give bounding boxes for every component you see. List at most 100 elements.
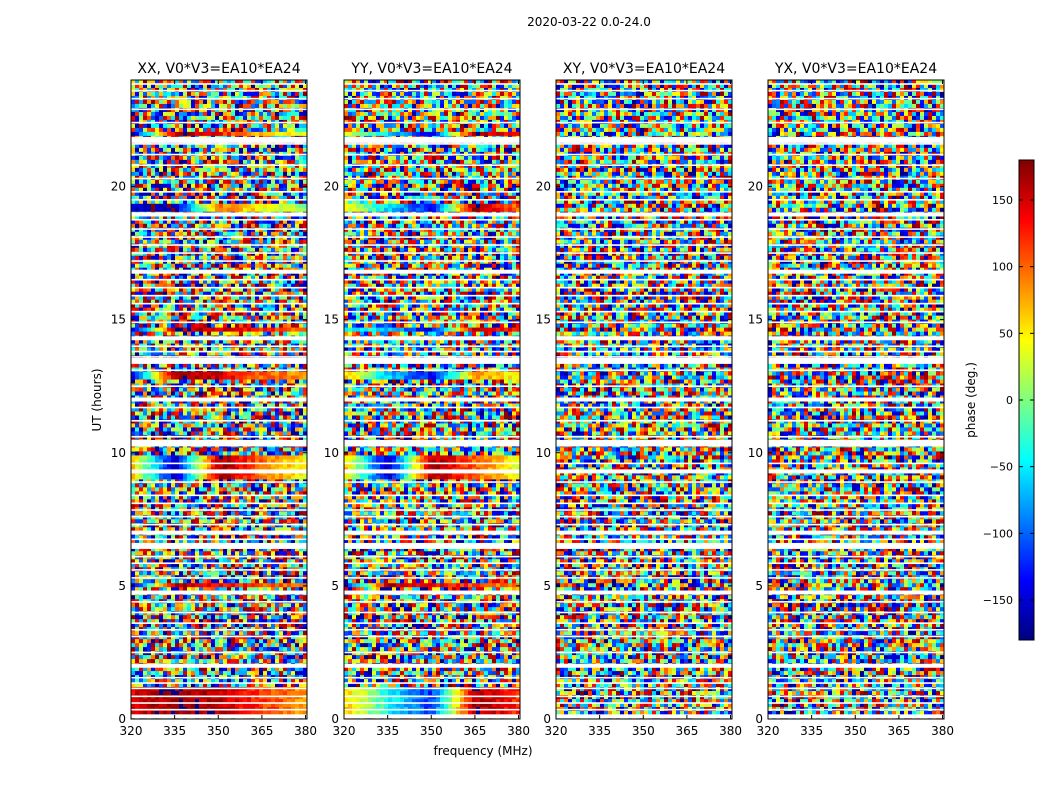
heatmap-cell — [187, 160, 191, 164]
heatmap-cell — [167, 92, 171, 96]
heatmap-cell — [179, 124, 183, 128]
heatmap-cell — [235, 124, 239, 128]
heatmap-cell — [183, 132, 187, 136]
heatmap-cell — [295, 156, 299, 160]
heatmap-cell — [271, 104, 275, 108]
heatmap-cell — [211, 128, 215, 132]
heatmap-cell — [211, 104, 215, 108]
heatmap-cell — [275, 184, 279, 188]
heatmap-cell — [275, 92, 279, 96]
heatmap-cell — [191, 160, 195, 164]
heatmap-cell — [239, 156, 243, 160]
heatmap-cell — [203, 148, 207, 152]
heatmap-cell — [219, 92, 223, 96]
heatmap-cell — [279, 204, 283, 208]
heatmap-cell — [147, 128, 151, 132]
heatmap-cell — [207, 160, 211, 164]
heatmap-cell — [271, 204, 275, 208]
heatmap-cell — [155, 204, 159, 208]
heatmap-cell — [187, 124, 191, 128]
heatmap-cell — [155, 128, 159, 132]
heatmap-cell — [223, 156, 227, 160]
heatmap-cell — [271, 100, 275, 104]
heatmap-cell — [259, 148, 263, 152]
heatmap-cell — [247, 116, 251, 120]
heatmap-cell — [239, 112, 243, 116]
heatmap-cell — [159, 116, 163, 120]
heatmap-cell — [175, 160, 179, 164]
heatmap-cell — [239, 100, 243, 104]
heatmap-cell — [131, 168, 135, 172]
heatmap-cell — [211, 156, 215, 160]
heatmap-cell — [263, 92, 267, 96]
heatmap-cell — [195, 104, 199, 108]
heatmap-cell — [231, 204, 235, 208]
heatmap-cell — [243, 172, 247, 176]
heatmap-cell — [195, 168, 199, 172]
heatmap-cell — [223, 124, 227, 128]
heatmap-cell — [299, 204, 303, 208]
heatmap-cell — [203, 100, 207, 104]
heatmap-cell — [263, 184, 267, 188]
heatmap-cell — [279, 132, 283, 136]
heatmap-cell — [291, 124, 295, 128]
heatmap-cell — [179, 128, 183, 132]
heatmap-cell — [215, 104, 219, 108]
heatmap-cell — [183, 124, 187, 128]
heatmap-cell — [267, 112, 271, 116]
heatmap-cell — [239, 160, 243, 164]
heatmap-cell — [183, 208, 187, 212]
heatmap-cell — [215, 160, 219, 164]
heatmap-cell — [147, 160, 151, 164]
heatmap-cell — [191, 100, 195, 104]
heatmap-cell — [251, 148, 255, 152]
heatmap-cell — [175, 208, 179, 212]
heatmap-cell — [279, 92, 283, 96]
heatmap-cell — [279, 148, 283, 152]
heatmap-cell — [207, 148, 211, 152]
heatmap-cell — [287, 156, 291, 160]
heatmap-cell — [251, 160, 255, 164]
heatmap-cell — [131, 124, 135, 128]
heatmap-cell — [255, 148, 259, 152]
heatmap-cell — [263, 180, 267, 184]
heatmap-cell — [167, 204, 171, 208]
heatmap-cell — [227, 132, 231, 136]
heatmap-cell — [247, 208, 251, 212]
heatmap-cell — [299, 92, 303, 96]
heatmap-cell — [275, 168, 279, 172]
heatmap-cell — [251, 156, 255, 160]
heatmap-cell — [231, 160, 235, 164]
heatmap-cell — [235, 128, 239, 132]
heatmap-cell — [227, 168, 231, 172]
heatmap-cell — [243, 204, 247, 208]
heatmap-cell — [171, 116, 175, 120]
heatmap-cell — [167, 172, 171, 176]
heatmap-cell — [275, 156, 279, 160]
heatmap-cell — [159, 172, 163, 176]
heatmap-cell — [243, 112, 247, 116]
heatmap-cell — [247, 180, 251, 184]
heatmap-cell — [287, 128, 291, 132]
heatmap-cell — [207, 172, 211, 176]
heatmap-cell — [159, 112, 163, 116]
heatmap-cell — [255, 124, 259, 128]
heatmap-cell — [191, 128, 195, 132]
heatmap-cell — [267, 116, 271, 120]
heatmap-cell — [299, 148, 303, 152]
heatmap-cell — [227, 128, 231, 132]
heatmap-cell — [183, 160, 187, 164]
heatmap-cell — [235, 112, 239, 116]
heatmap-cell — [227, 112, 231, 116]
heatmap-cell — [295, 208, 299, 212]
heatmap-cell — [139, 172, 143, 176]
heatmap-cell — [199, 156, 203, 160]
heatmap-cell — [163, 172, 167, 176]
heatmap-cell — [195, 132, 199, 136]
heatmap-cell — [223, 168, 227, 172]
heatmap-cell — [283, 204, 287, 208]
heatmap-cell — [175, 172, 179, 176]
heatmap-cell — [155, 156, 159, 160]
heatmap-cell — [251, 168, 255, 172]
figure-canvas: 2020-03-22 0.0-24.0 frequency (MHz) UT (… — [0, 0, 1050, 800]
